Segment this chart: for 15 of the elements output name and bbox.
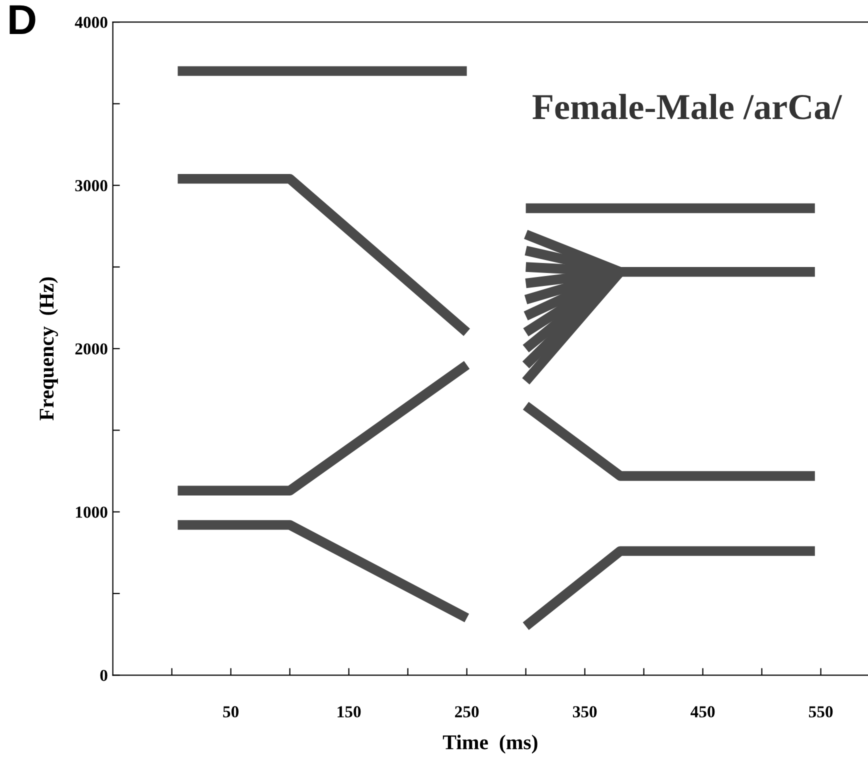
y-tick-label: 4000: [74, 16, 108, 28]
y-tick-label: 1000: [76, 506, 108, 518]
x-tick-label: 450: [690, 706, 715, 718]
y-tick-label: 0: [100, 670, 108, 682]
x-tick-label: 150: [338, 706, 361, 718]
y-axis-title: Frequency (Hz): [39, 277, 58, 420]
y-tick-label: 2000: [75, 343, 108, 355]
x-tick-label: 350: [572, 706, 597, 718]
x-tick-label: 250: [455, 706, 479, 718]
y-tick-label: 3000: [75, 180, 108, 192]
annotation: Female-Male /arCa/: [532, 94, 842, 120]
text: D: [10, 5, 36, 34]
x-tick-label: 50: [223, 706, 239, 718]
x-axis-title: Time (ms): [442, 734, 538, 754]
x-tick-label: 550: [808, 706, 833, 718]
